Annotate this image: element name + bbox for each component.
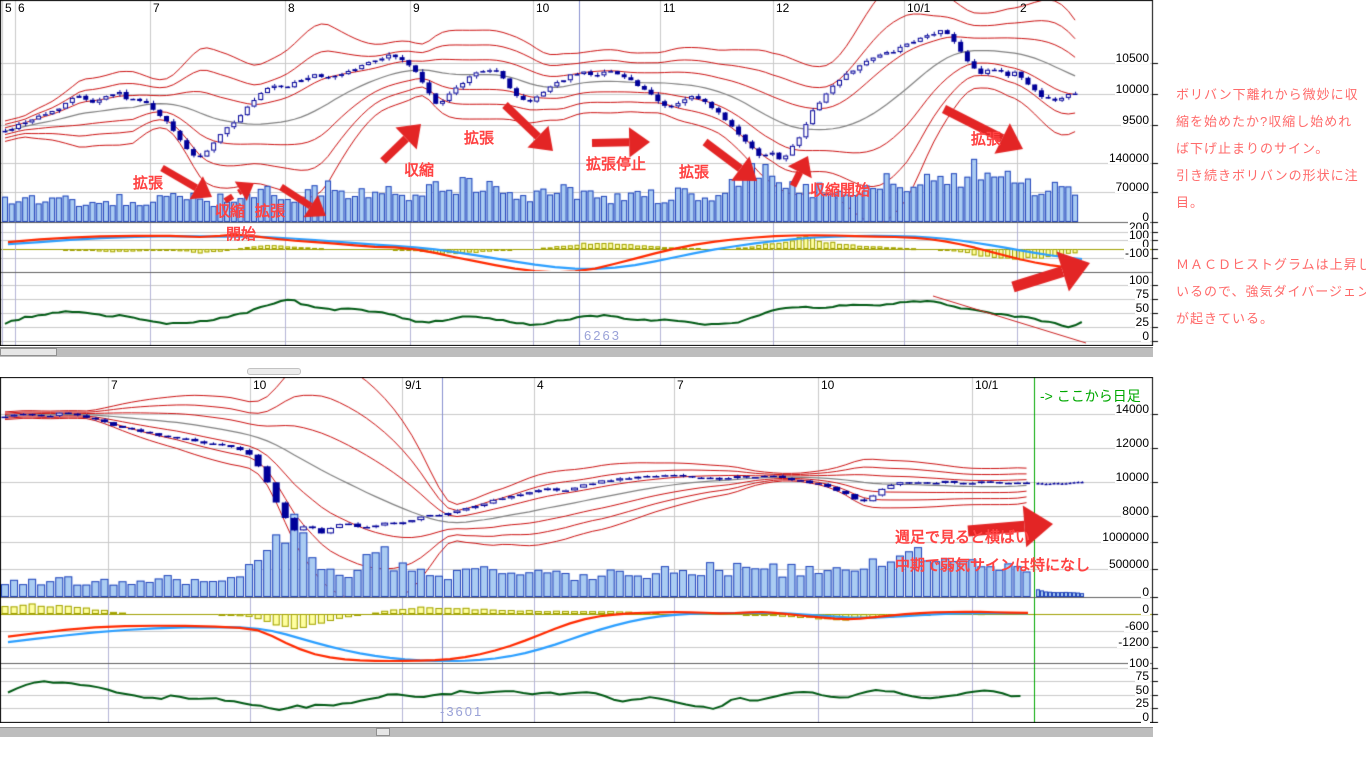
- commentary-line: 引き続きボリバンの形状に注: [1176, 168, 1359, 183]
- weekly-chart-hscrollbar[interactable]: [0, 727, 1153, 737]
- commentary-line: ＭＡＣＤヒストグラムは上昇して: [1176, 257, 1366, 272]
- daily-chart-hscrollbar-thumb[interactable]: [0, 348, 57, 356]
- commentary-line: ば下げ止まりのサイン。: [1176, 141, 1330, 156]
- commentary-line: が起きている。: [1176, 311, 1275, 326]
- chart-splitter-handle[interactable]: [247, 368, 301, 375]
- commentary-line: いるので、強気ダイバージェンス: [1176, 284, 1366, 299]
- commentary-line: 目。: [1176, 195, 1205, 210]
- daily-chart-window: 5 6 7 8 9 10 11 12 10/1 2 10500 10000 9500 140000 7000…: [0, 0, 1160, 357]
- weekly-chart-hscrollbar-thumb[interactable]: [376, 728, 390, 736]
- daily-chart-hscrollbar[interactable]: [0, 347, 1153, 357]
- daily-chart-canvas: [0, 0, 1160, 346]
- weekly-chart-canvas: [0, 377, 1160, 723]
- commentary-line: 縮を始めたか?収縮し始めれ: [1176, 114, 1353, 129]
- commentary-line: ボリバン下離れから微妙に収: [1176, 87, 1359, 102]
- weekly-chart-window: 7 10 9/1 4 7 10 10/1 14000 12000 10000 8000 1000000…: [0, 377, 1160, 737]
